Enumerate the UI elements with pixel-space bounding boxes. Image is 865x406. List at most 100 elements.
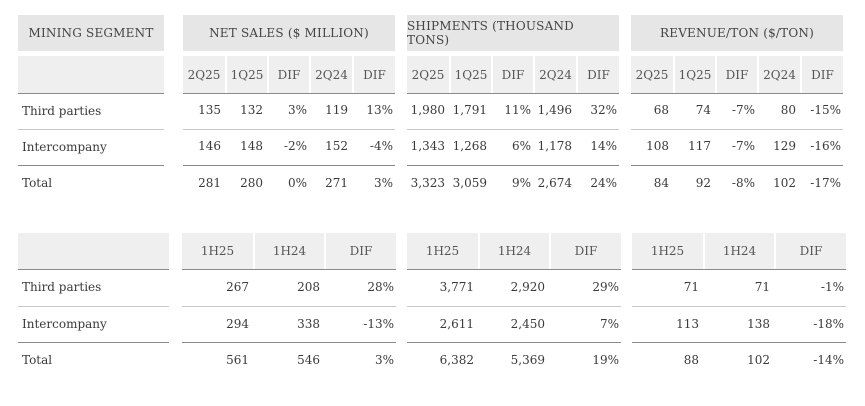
column-header: DIF (715, 56, 757, 93)
table-row: 3,323 3,059 9% 2,674 24% (407, 176, 619, 190)
value-cell: 9% (511, 176, 531, 190)
value-cell: 3% (374, 353, 394, 367)
value-cell: -13% (363, 317, 394, 331)
table-row: 68 74 -7% 80 -15% (631, 103, 843, 117)
row-divider (183, 93, 395, 94)
revenue-subheader: 2Q25 1Q25 DIF 2Q24 DIF (631, 56, 843, 93)
column-header: DIF (324, 233, 396, 269)
value-cell: 74 (695, 103, 711, 117)
value-cell: 2,920 (510, 280, 545, 294)
column-header: DIF (800, 56, 843, 93)
value-cell: 135 (198, 103, 221, 117)
row-label-text: Intercompany (22, 317, 107, 331)
row-divider (182, 342, 396, 343)
value-cell: 28% (367, 280, 394, 294)
column-header: 1H24 (478, 233, 549, 269)
row-divider (407, 165, 619, 166)
value-cell: 6% (511, 139, 531, 153)
value-cell: 13% (366, 103, 393, 117)
value-cell: 71 (683, 280, 699, 294)
value-cell: -14% (813, 353, 844, 367)
value-cell: 24% (590, 176, 617, 190)
value-cell: -4% (369, 139, 393, 153)
row-divider (183, 129, 395, 130)
value-cell: 338 (297, 317, 320, 331)
column-header: 2Q24 (309, 56, 352, 93)
value-cell: 3% (287, 103, 307, 117)
value-cell: 1,980 (410, 103, 445, 117)
table-row: 294 338 -13% (182, 317, 396, 331)
value-cell: 146 (198, 139, 221, 153)
column-header: 2Q24 (757, 56, 800, 93)
column-header: DIF (549, 233, 621, 269)
column-header: DIF (774, 233, 846, 269)
row-divider (183, 165, 395, 166)
table-row: 3,771 2,920 29% (407, 280, 621, 294)
value-cell: 102 (747, 353, 770, 367)
row-divider (407, 93, 619, 94)
value-cell: 119 (325, 103, 348, 117)
table-row: 267 208 28% (182, 280, 396, 294)
row-divider (631, 129, 843, 130)
value-cell: 561 (226, 353, 249, 367)
column-header: DIF (491, 56, 533, 93)
value-cell: -2% (283, 139, 307, 153)
row-label: Intercompany (18, 132, 164, 162)
row-divider (407, 306, 621, 307)
bottom-net-sales-header: 1H25 1H24 DIF (182, 233, 396, 269)
value-cell: -16% (810, 139, 841, 153)
value-cell: 129 (773, 139, 796, 153)
column-header: 1Q25 (673, 56, 715, 93)
value-cell: 2,611 (439, 317, 474, 331)
shipments-subheader: 2Q25 1Q25 DIF 2Q24 DIF (407, 56, 619, 93)
value-cell: 88 (683, 353, 699, 367)
value-cell: 546 (297, 353, 320, 367)
column-header: 1Q25 (449, 56, 491, 93)
value-cell: -1% (820, 280, 844, 294)
value-cell: 271 (325, 176, 348, 190)
row-label: Intercompany (18, 309, 169, 339)
table-row: 1,980 1,791 11% 1,496 32% (407, 103, 619, 117)
column-header: DIF (352, 56, 395, 93)
column-header: 1H25 (632, 233, 703, 269)
row-divider (18, 129, 164, 130)
value-cell: 92 (695, 176, 711, 190)
column-header: 1H24 (703, 233, 774, 269)
value-cell: 1,496 (537, 103, 572, 117)
value-cell: -7% (731, 139, 755, 153)
shipments-header: SHIPMENTS (THOUSAND TONS) (407, 15, 619, 51)
column-header: 2Q25 (407, 56, 449, 93)
value-cell: -8% (731, 176, 755, 190)
value-cell: 32% (590, 103, 617, 117)
value-cell: 71 (754, 280, 770, 294)
table-row: 1,343 1,268 6% 1,178 14% (407, 139, 619, 153)
value-cell: -17% (810, 176, 841, 190)
value-cell: 3,059 (452, 176, 487, 190)
value-cell: 19% (592, 353, 619, 367)
value-cell: 152 (325, 139, 348, 153)
value-cell: 294 (226, 317, 249, 331)
value-cell: 102 (773, 176, 796, 190)
value-cell: -18% (813, 317, 844, 331)
value-cell: 68 (653, 103, 669, 117)
value-cell: 2,450 (510, 317, 545, 331)
value-cell: 80 (780, 103, 796, 117)
column-header: 1H25 (182, 233, 253, 269)
value-cell: 280 (240, 176, 263, 190)
segment-header: MINING SEGMENT (18, 15, 164, 51)
bottom-revenue-header: 1H25 1H24 DIF (632, 233, 846, 269)
value-cell: 138 (747, 317, 770, 331)
value-cell: -15% (810, 103, 841, 117)
row-label: Third parties (18, 272, 169, 302)
value-cell: 108 (646, 139, 669, 153)
value-cell: 267 (226, 280, 249, 294)
row-divider (407, 269, 621, 270)
bottom-subheader-blank (18, 233, 169, 269)
table-row: 108 117 -7% 129 -16% (631, 139, 843, 153)
value-cell: 281 (198, 176, 221, 190)
row-label-text: Total (22, 353, 53, 367)
row-divider (632, 306, 846, 307)
column-header: 2Q25 (631, 56, 673, 93)
table-row: 71 71 -1% (632, 280, 846, 294)
value-cell: 132 (240, 103, 263, 117)
